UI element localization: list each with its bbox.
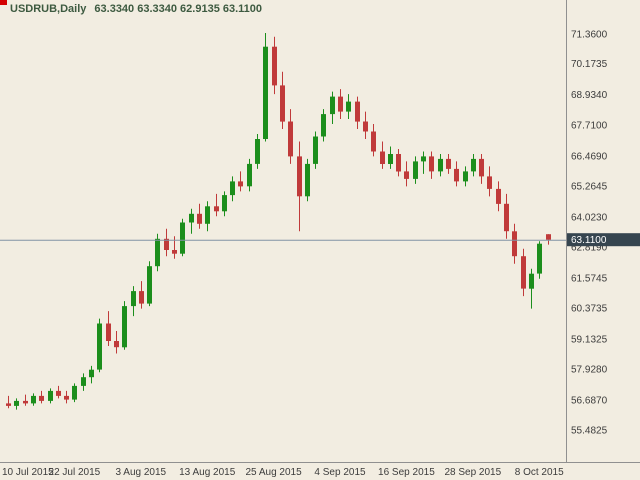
price-axis-label: 56.6870: [571, 395, 608, 406]
price-axis-label: 68.9340: [571, 90, 608, 101]
price-axis-label: 60.3735: [571, 304, 608, 315]
price-axis-label: 66.4690: [571, 152, 608, 163]
price-axis-label: 62.8190: [571, 243, 608, 254]
price-axis-label: 55.4825: [571, 426, 608, 437]
price-axis-label: 67.7100: [571, 121, 608, 132]
time-axis-label: 4 Sep 2015: [314, 467, 366, 478]
time-axis-label: 22 Jul 2015: [49, 467, 101, 478]
candles: [6, 33, 551, 410]
time-axis-label: 16 Sep 2015: [378, 467, 435, 478]
svg-text:63.1100: 63.1100: [571, 235, 607, 246]
corner-marker: [0, 0, 7, 5]
ohlc-values: 63.3340 63.3340 62.9135 63.1100: [94, 3, 263, 15]
time-axis-label: 10 Jul 2015: [2, 467, 54, 478]
symbol-timeframe-label: USDRUB,Daily: [10, 3, 87, 15]
price-axis-label: 70.1735: [571, 59, 608, 70]
price-axis-label: 65.2645: [571, 182, 608, 193]
time-axis-label: 8 Oct 2015: [515, 467, 564, 478]
time-axis-label: 3 Aug 2015: [115, 467, 166, 478]
price-axis-label: 59.1325: [571, 334, 608, 345]
time-axis-label: 25 Aug 2015: [246, 467, 303, 478]
price-axis-label: 71.3600: [571, 30, 608, 41]
time-axis-label: 13 Aug 2015: [179, 467, 236, 478]
time-axis-label: 28 Sep 2015: [444, 467, 501, 478]
current-price-tag: 63.1100: [567, 233, 640, 247]
chart-title: USDRUB,Daily 63.3340 63.3340 62.9135 63.1…: [10, 3, 262, 15]
price-axis-label: 57.9280: [571, 365, 608, 376]
price-axis[interactable]: 71.3600 70.1735 68.9340 67.7100 66.4690 65.26…: [571, 30, 608, 437]
price-axis-label: 64.0230: [571, 213, 608, 224]
price-axis-label: 61.5745: [571, 274, 608, 285]
